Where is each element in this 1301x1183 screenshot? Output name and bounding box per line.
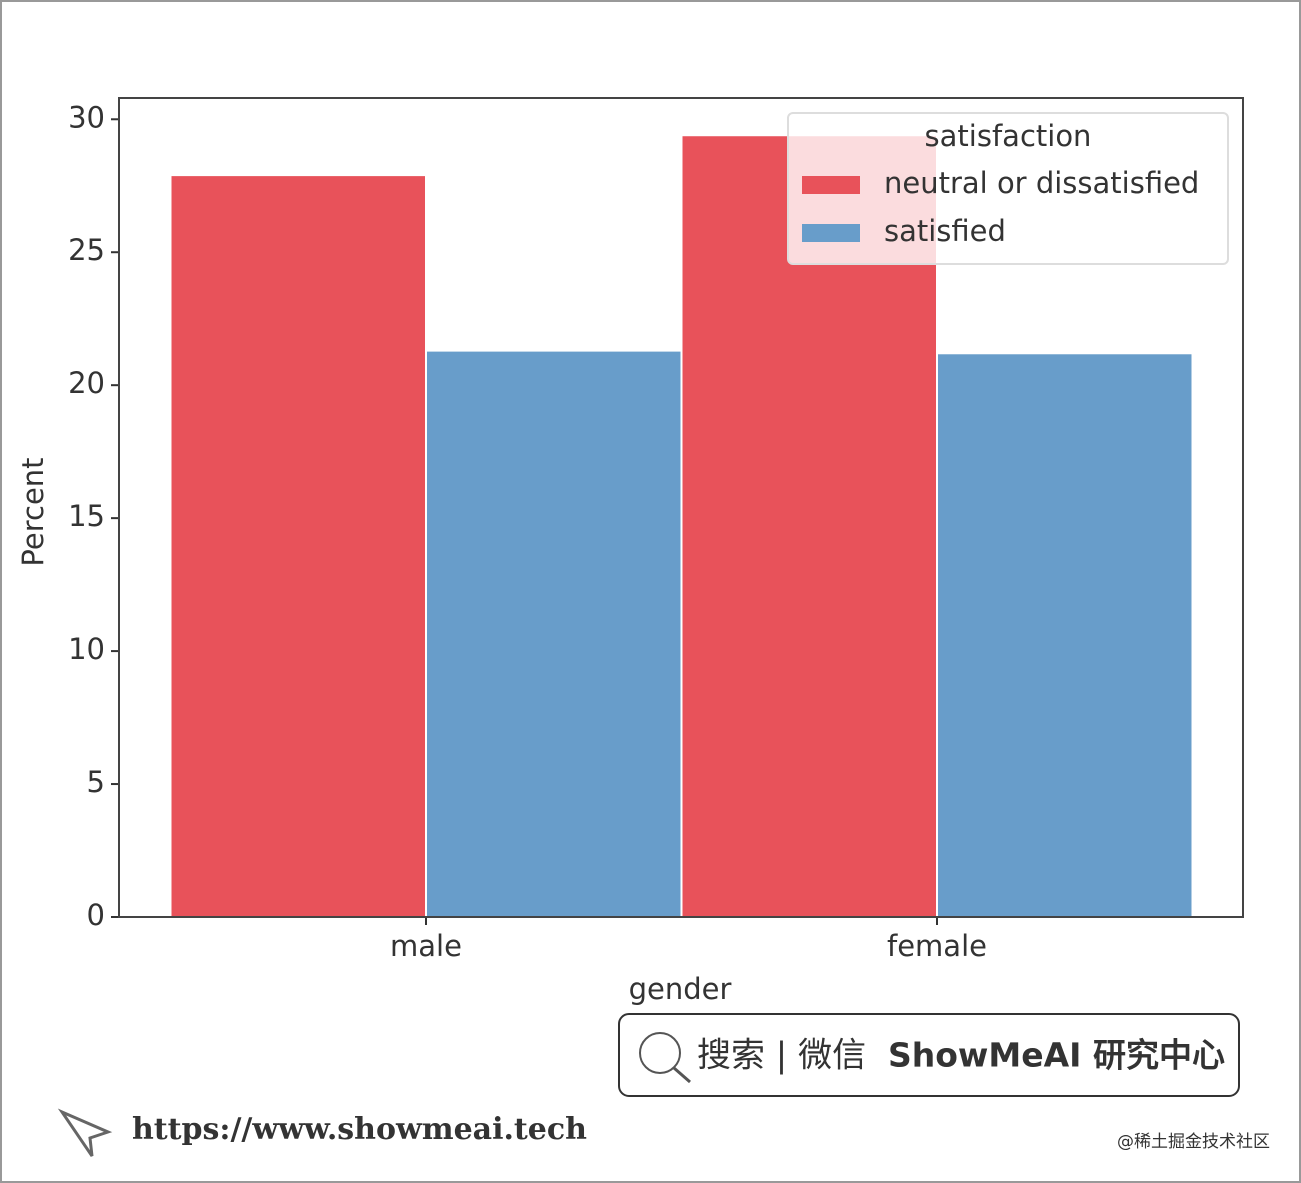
- legend-swatch: [802, 224, 860, 242]
- y-tick-label: 15: [68, 499, 105, 533]
- axes-frame: [118, 97, 1244, 918]
- watermark-box: [618, 1013, 1240, 1097]
- bar: [425, 349, 683, 918]
- watermark-search: 搜索 | 微信: [697, 1036, 866, 1076]
- legend-label: neutral or dissatisfied: [884, 166, 1199, 200]
- bar: [936, 352, 1194, 919]
- search-icon: [639, 1032, 681, 1074]
- legend-title: satisfaction: [925, 119, 1092, 153]
- legend-swatch: [802, 176, 860, 194]
- cursor-icon: [57, 1108, 113, 1157]
- watermark-url: https://www.showmeai.tech: [132, 1112, 587, 1147]
- y-tick-label: 20: [68, 366, 105, 400]
- y-tick-label: 10: [68, 632, 105, 666]
- x-tick-label: male: [390, 929, 462, 963]
- y-tick-label: 0: [87, 898, 105, 932]
- y-tick-label: 5: [87, 765, 105, 799]
- legend-box: [787, 112, 1229, 265]
- y-axis-label: Percent: [16, 457, 50, 566]
- watermark-source: @稀土掘金技术社区: [1117, 1132, 1270, 1152]
- y-tick-label: 30: [68, 100, 105, 134]
- legend-label: satisfied: [884, 214, 1006, 248]
- y-tick-label: 25: [68, 233, 105, 267]
- search-icon-handle: [673, 1066, 691, 1084]
- x-tick-label: female: [887, 929, 987, 963]
- bar: [169, 174, 427, 918]
- x-axis-label: gender: [629, 972, 732, 1006]
- watermark-brand: ShowMeAI 研究中心: [888, 1036, 1225, 1075]
